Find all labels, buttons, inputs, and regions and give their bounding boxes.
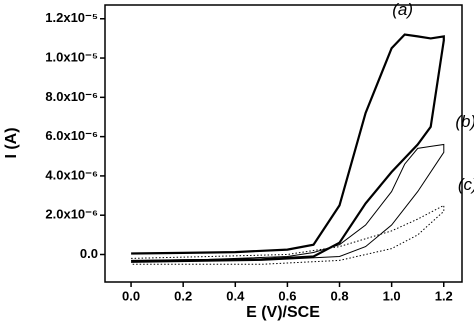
x-axis-title: E (V)/SCE bbox=[246, 304, 320, 321]
y-tick-label: 1.2x10⁻⁵ bbox=[45, 10, 98, 25]
x-tick-label: 0.6 bbox=[278, 288, 296, 303]
y-tick-label: 2.0x10⁻⁶ bbox=[45, 207, 98, 222]
plot-frame bbox=[104, 4, 463, 283]
series-label: (c) bbox=[458, 175, 474, 194]
series-line bbox=[131, 143, 445, 263]
y-axis-title: I (A) bbox=[3, 127, 20, 158]
y-tick-label: 4.0x10⁻⁶ bbox=[45, 167, 98, 182]
series-label: (a) bbox=[392, 0, 413, 19]
series-line bbox=[131, 33, 445, 263]
x-tick-label: 0.4 bbox=[226, 288, 245, 303]
series-label: (b) bbox=[455, 112, 474, 131]
y-tick-label: 8.0x10⁻⁶ bbox=[45, 89, 98, 104]
y-tick-label: 1.0x10⁻⁵ bbox=[45, 49, 98, 64]
x-tick-label: 1.0 bbox=[383, 288, 401, 303]
x-tick-label: 1.2 bbox=[435, 288, 453, 303]
x-tick-label: 0.8 bbox=[330, 288, 348, 303]
y-tick-label: 0.0 bbox=[80, 246, 98, 261]
series-line bbox=[131, 204, 445, 265]
x-tick-label: 0.2 bbox=[174, 288, 192, 303]
x-tick-label: 0.0 bbox=[122, 288, 140, 303]
y-tick-label: 6.0x10⁻⁶ bbox=[45, 128, 98, 143]
